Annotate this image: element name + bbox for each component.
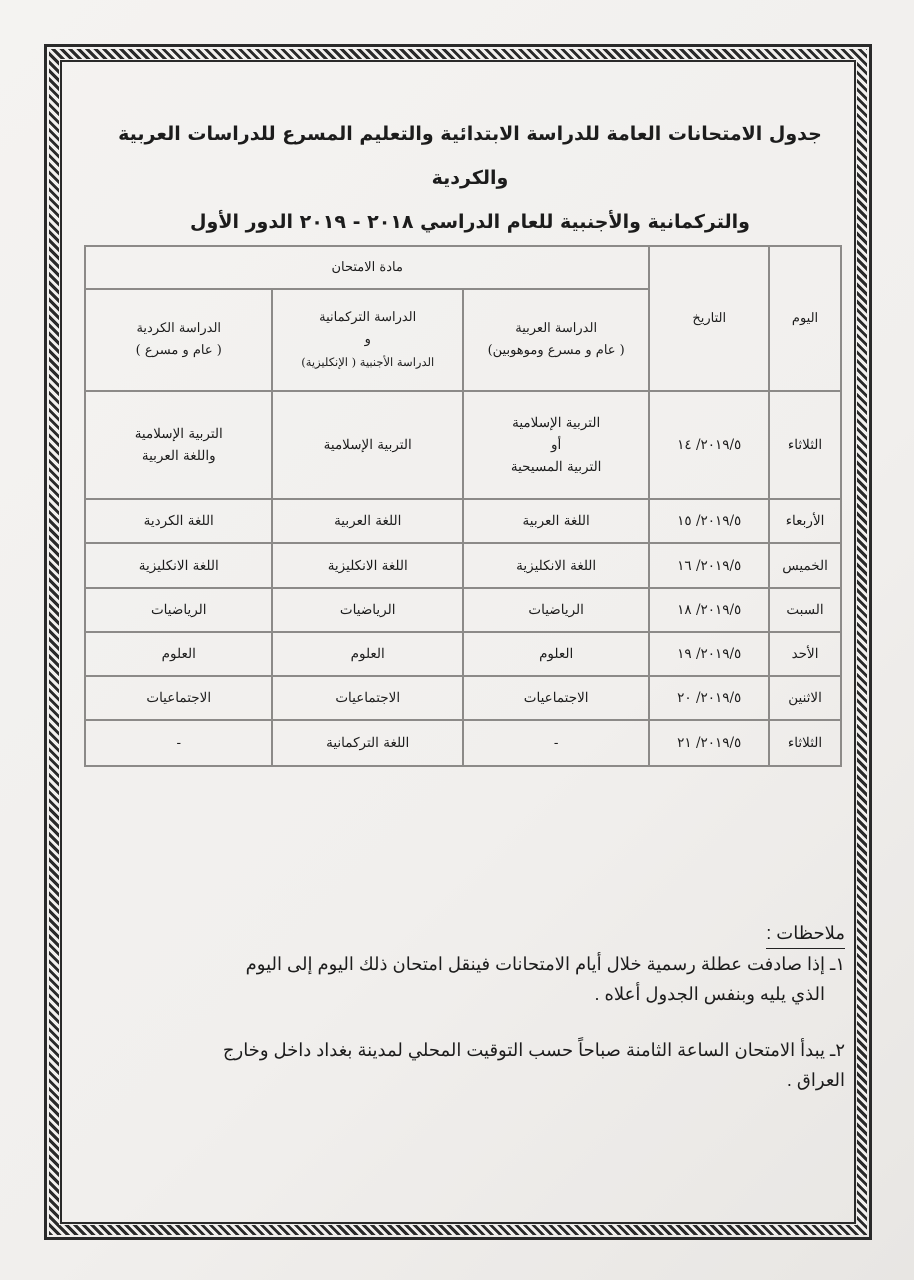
table-row: الاثنين ٢٠١٩/٥/ ٢٠ الاجتماعيات الاجتماعي… — [83, 675, 842, 721]
cell-arabic: الرياضيات — [461, 587, 651, 633]
table-row: السبت ٢٠١٩/٥/ ١٨ الرياضيات الرياضيات الر… — [83, 587, 842, 633]
header-line: الدراسة التركمانية — [319, 310, 417, 325]
header-arabic-study: الدراسة العربية ( عام و مسرع وموهوبين) — [461, 288, 651, 392]
table-row: الثلاثاء ٢٠١٩/٥/ ١٤ التربية الإسلامية أو ا… — [83, 390, 842, 500]
document-title: جدول الامتحانات العامة للدراسة الابتدائي… — [95, 112, 845, 244]
cell-turkmen: اللغة العربية — [271, 498, 464, 544]
header-date: التاريخ — [648, 245, 771, 392]
cell-day: الأربعاء — [768, 498, 842, 544]
cell-kurdish: الاجتماعيات — [83, 675, 274, 721]
cell-day: الخميس — [768, 542, 842, 589]
cell-date: ٢٠١٩/٥/ ١٦ — [648, 542, 771, 589]
cell-day: الأحد — [768, 631, 842, 677]
title-line-1: جدول الامتحانات العامة للدراسة الابتدائي… — [118, 123, 822, 189]
cell-day: الاثنين — [768, 675, 842, 721]
cell-arabic: - — [461, 719, 651, 767]
date-text: ٢٠١٩/٥/ ٢١ — [677, 735, 742, 751]
cell-turkmen: التربية الإسلامية — [271, 390, 464, 500]
date-text: ٢٠١٩/٥/ ١٦ — [677, 557, 742, 574]
header-line: و — [364, 332, 371, 347]
cell-line: التربية الإسلامية — [134, 426, 223, 442]
table-row: الخميس ٢٠١٩/٥/ ١٦ اللغة الانكليزية اللغة… — [83, 542, 842, 589]
cell-kurdish: اللغة الانكليزية — [83, 542, 274, 589]
header-line: الدراسة الأجنبية ( الإنكليزية) — [301, 355, 435, 369]
date-text: ٢٠١٩/٥/ ١٥ — [677, 513, 742, 529]
note-item: ١ـ إذا صادفت عطلة رسمية خلال أيام الامتح… — [130, 949, 845, 1009]
cell-line: أو — [551, 437, 562, 453]
notes-title: ملاحظات : — [766, 918, 845, 949]
header-line: ( عام و مسرع ) — [135, 343, 222, 358]
date-text: ٢٠١٩/٥/ ١٩ — [677, 646, 742, 662]
cell-date: ٢٠١٩/٥/ ١٥ — [648, 498, 771, 544]
cell-line: التربية المسيحية — [510, 459, 602, 475]
decorative-border-inner — [60, 60, 856, 1224]
cell-arabic: التربية الإسلامية أو التربية المسيحية — [461, 390, 651, 500]
cell-kurdish: - — [83, 719, 274, 767]
cell-day: الثلاثاء — [768, 390, 842, 500]
header-day: اليوم — [768, 245, 842, 392]
cell-arabic: الاجتماعيات — [461, 675, 651, 721]
cell-kurdish: اللغة الكردية — [83, 498, 274, 544]
header-line: الدراسة العربية — [515, 321, 598, 336]
table-row: الأحد ٢٠١٩/٥/ ١٩ العلوم العلوم العلوم — [83, 631, 842, 677]
note-line: ٢ـ يبدأ الامتحان الساعة الثامنة صباحاً ح… — [222, 1040, 845, 1060]
cell-arabic: اللغة الانكليزية — [461, 542, 651, 589]
decorative-border-outer — [44, 44, 872, 1240]
cell-turkmen: العلوم — [271, 631, 464, 677]
cell-date: ٢٠١٩/٥/ ١٩ — [648, 631, 771, 677]
cell-turkmen: اللغة الانكليزية — [271, 542, 464, 589]
date-text: ٢٠١٩/٥/ ١٤ — [677, 437, 742, 453]
header-turkmen-study: الدراسة التركمانية و الدراسة الأجنبية ( ال… — [271, 288, 464, 392]
cell-turkmen: الاجتماعيات — [271, 675, 464, 721]
header-subject: مادة الامتحان — [83, 245, 651, 290]
cell-arabic: العلوم — [461, 631, 651, 677]
notes-section: ملاحظات : ١ـ إذا صادفت عطلة رسمية خلال أ… — [130, 918, 845, 1095]
cell-kurdish: العلوم — [83, 631, 274, 677]
header-kurdish-study: الدراسة الكردية ( عام و مسرع ) — [83, 288, 274, 392]
cell-turkmen: الرياضيات — [271, 587, 464, 633]
cell-line: واللغة العربية — [141, 448, 216, 464]
note-line: ١ـ إذا صادفت عطلة رسمية خلال أيام الامتح… — [245, 954, 845, 974]
table-row: الأربعاء ٢٠١٩/٥/ ١٥ اللغة العربية اللغة … — [83, 498, 842, 544]
cell-kurdish: الرياضيات — [83, 587, 274, 633]
cell-day: الثلاثاء — [768, 719, 842, 767]
cell-turkmen: اللغة التركمانية — [271, 719, 464, 767]
cell-date: ٢٠١٩/٥/ ٢١ — [648, 719, 771, 767]
note-line: العراق . — [786, 1070, 845, 1090]
title-line-2: والتركمانية والأجنبية للعام الدراسي ٢٠١٨… — [190, 211, 750, 233]
date-text: ٢٠١٩/٥/ ٢٠ — [677, 690, 742, 706]
cell-date: ٢٠١٩/٥/ ٢٠ — [648, 675, 771, 721]
cell-arabic: اللغة العربية — [461, 498, 651, 544]
header-line: الدراسة الكردية — [136, 321, 222, 336]
exam-schedule-table: اليوم التاريخ مادة الامتحان الدراسة العر… — [83, 245, 842, 767]
note-item: ٢ـ يبدأ الامتحان الساعة الثامنة صباحاً ح… — [130, 1035, 845, 1095]
cell-date: ٢٠١٩/٥/ ١٤ — [648, 390, 771, 500]
table-row: الثلاثاء ٢٠١٩/٥/ ٢١ - اللغة التركمانية - — [83, 719, 842, 767]
date-text: ٢٠١٩/٥/ ١٨ — [677, 602, 742, 618]
cell-line: التربية الإسلامية — [512, 415, 601, 431]
cell-kurdish: التربية الإسلامية واللغة العربية — [83, 390, 274, 500]
cell-day: السبت — [768, 587, 842, 633]
header-line: ( عام و مسرع وموهوبين) — [487, 343, 625, 358]
note-line: الذي يليه وبنفس الجدول أعلاه . — [594, 984, 825, 1004]
cell-date: ٢٠١٩/٥/ ١٨ — [648, 587, 771, 633]
